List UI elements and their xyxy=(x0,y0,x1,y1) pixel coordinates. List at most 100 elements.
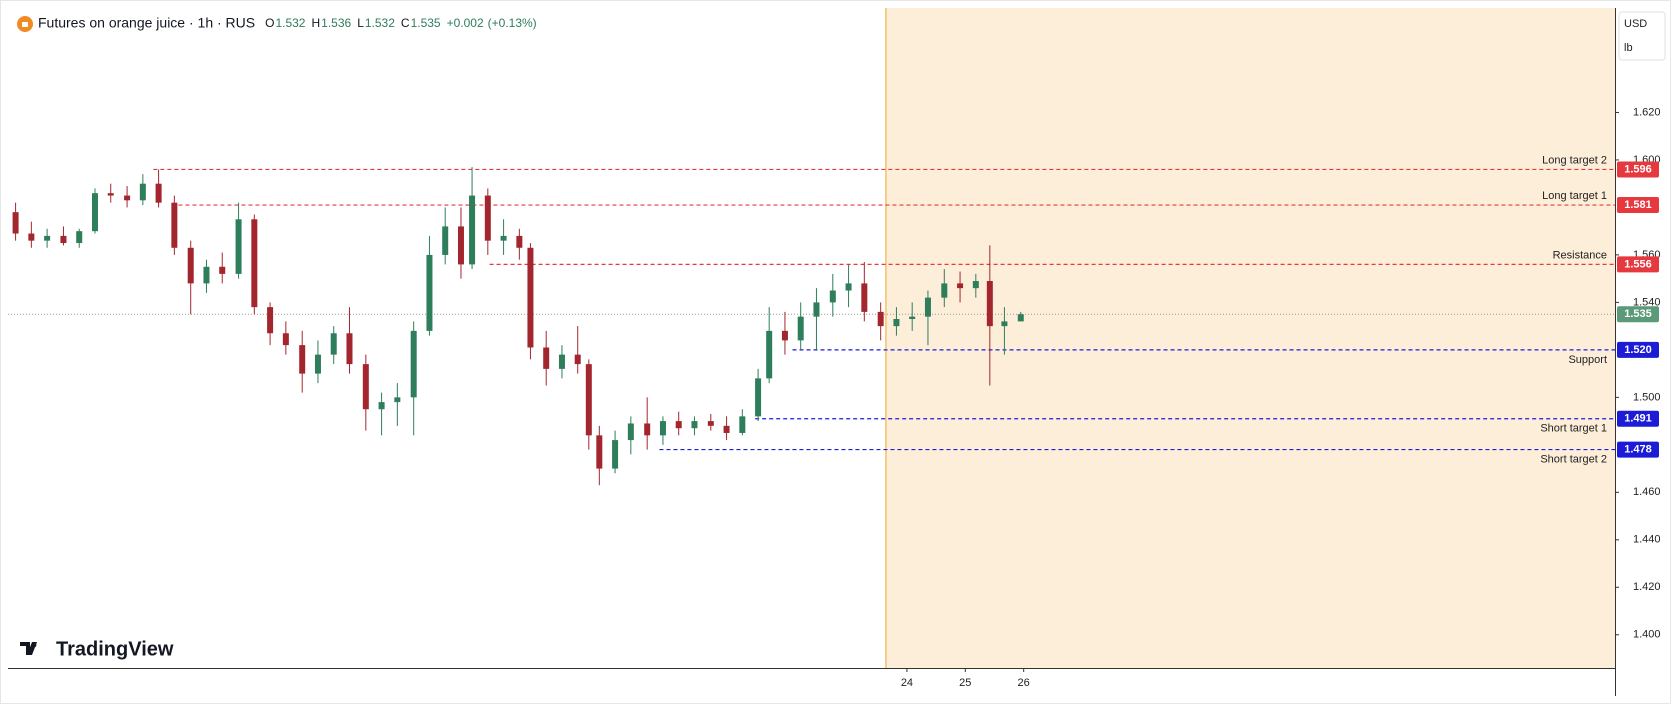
unit-box[interactable] xyxy=(1618,11,1666,61)
candle-body xyxy=(957,283,964,289)
candle-body xyxy=(781,330,788,341)
level-price-label: 1.556 xyxy=(1624,258,1652,270)
candle-body xyxy=(171,202,178,248)
candle-body xyxy=(585,364,592,436)
lock-icon xyxy=(22,22,28,27)
header-text: 1.535 xyxy=(411,16,441,30)
candle-body xyxy=(378,402,385,410)
candle-body xyxy=(267,307,274,334)
header-text: (+0.13%) xyxy=(488,16,537,30)
level-price-box xyxy=(1617,441,1659,458)
level-price-label: 1.478 xyxy=(1624,443,1652,455)
candle-body xyxy=(893,319,900,327)
candle-body xyxy=(44,235,51,241)
level-price-box xyxy=(1617,197,1659,214)
x-tick-label: 24 xyxy=(901,677,913,689)
candle-body xyxy=(76,231,83,244)
header-text: O xyxy=(265,16,274,30)
candle-body xyxy=(739,416,746,433)
logo-dot xyxy=(31,642,37,648)
y-tick-label: 1.460 xyxy=(1633,486,1661,498)
level-name: Short target 2 xyxy=(1540,453,1607,465)
candle-body xyxy=(362,364,369,410)
candle-body xyxy=(484,195,491,241)
y-tick-label: 1.620 xyxy=(1633,106,1661,118)
level-price-label: 1.491 xyxy=(1624,413,1652,425)
level-price-box xyxy=(1617,256,1659,273)
candle-body xyxy=(12,212,19,234)
y-tick-label: 1.540 xyxy=(1633,296,1661,308)
candle-body xyxy=(314,354,321,374)
watermark: TradingView xyxy=(20,638,174,660)
level-name: Short target 1 xyxy=(1540,423,1607,435)
level-price-label: 1.596 xyxy=(1624,163,1652,175)
last-price-box xyxy=(1617,306,1659,323)
candle-body xyxy=(659,421,666,436)
y-tick-label: 1.400 xyxy=(1633,629,1661,641)
header-text: +0.002 xyxy=(447,16,484,30)
level-price-box xyxy=(1617,410,1659,427)
candle-body xyxy=(707,421,714,426)
candle-body xyxy=(644,423,651,436)
header-text: 1.532 xyxy=(365,16,395,30)
candle-body xyxy=(797,316,804,341)
candle-body xyxy=(596,435,603,469)
candle-body xyxy=(813,302,820,317)
candle-body xyxy=(394,397,401,403)
candle-body xyxy=(691,421,698,429)
header-text: 1.536 xyxy=(321,16,351,30)
candle-body xyxy=(155,183,162,203)
x-tick-label: 25 xyxy=(959,677,971,689)
session-highlight xyxy=(885,8,1615,668)
candle-body xyxy=(330,333,337,355)
candle-body xyxy=(500,235,507,241)
candle-body xyxy=(426,254,433,331)
candle-body xyxy=(527,247,534,348)
candle-body xyxy=(442,226,449,255)
header-text: C xyxy=(401,16,410,30)
candle-body xyxy=(755,378,762,417)
candle-body xyxy=(723,425,730,433)
candle-body xyxy=(203,266,210,284)
candle-body xyxy=(909,316,916,320)
candle-body xyxy=(60,235,67,244)
candle-body xyxy=(845,283,852,291)
candle-body xyxy=(107,193,114,196)
candle-body xyxy=(972,281,979,289)
header-text: L xyxy=(357,16,364,30)
candle-body xyxy=(251,219,258,308)
candle-body xyxy=(410,330,417,398)
candle-body xyxy=(91,193,98,232)
level-price-label: 1.520 xyxy=(1624,344,1652,356)
candle-body xyxy=(28,233,35,241)
level-name: Long target 1 xyxy=(1542,190,1607,202)
level-price-label: 1.581 xyxy=(1624,199,1652,211)
candle-body xyxy=(829,290,836,303)
candle-body xyxy=(346,333,353,365)
candle-body xyxy=(457,226,464,265)
candle-body xyxy=(861,283,868,312)
candle-body xyxy=(877,311,884,327)
candle-body xyxy=(516,235,523,248)
candle-body xyxy=(574,354,581,365)
last-price-label: 1.535 xyxy=(1624,308,1652,320)
candle-body xyxy=(627,423,634,441)
candle-body xyxy=(941,283,948,298)
currency: USD xyxy=(1624,18,1647,30)
y-tick-label: 1.420 xyxy=(1633,581,1661,593)
candle-body xyxy=(924,297,931,317)
candle-body xyxy=(675,421,682,429)
candle-body xyxy=(558,354,565,369)
candle-body xyxy=(299,345,306,374)
candle-body xyxy=(543,347,550,369)
candle-body xyxy=(219,266,226,274)
candle-body xyxy=(139,183,146,201)
level-name: Support xyxy=(1568,354,1607,366)
candle-body xyxy=(469,195,476,265)
candle-body xyxy=(612,440,619,469)
header-text: H xyxy=(311,16,320,30)
header: Futures on orange juice · 1h · RUS O 1.532… xyxy=(38,15,537,31)
candle-body xyxy=(235,219,242,274)
